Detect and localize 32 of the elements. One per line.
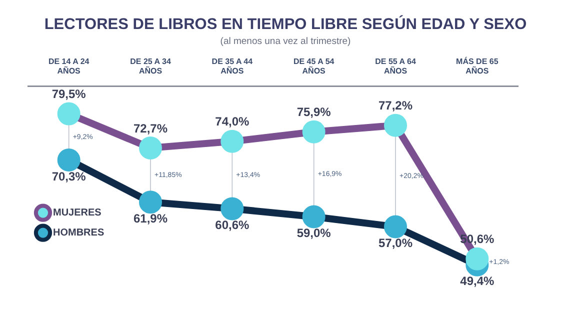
point xyxy=(384,215,407,238)
point xyxy=(220,130,244,153)
data-label: 75,9% xyxy=(296,105,332,120)
x-tick-label: DE 45 A 54 AÑOS xyxy=(293,57,335,76)
x-tick-label: DE 14 A 24 AÑOS xyxy=(48,57,90,76)
data-label: 49,4% xyxy=(460,274,495,288)
x-tick-label: MÁS DE 65 AÑOS xyxy=(456,56,499,76)
data-label: 57,0% xyxy=(378,236,413,250)
chart-subtitle: (al menos una vez al trimestre) xyxy=(219,36,352,47)
data-label: 60,6% xyxy=(215,218,250,232)
point xyxy=(57,102,80,126)
data-label: 61,9% xyxy=(133,211,168,226)
point xyxy=(466,247,489,270)
point xyxy=(302,120,326,144)
legend-label: MUJERES xyxy=(53,208,102,219)
x-tick-label: DE 25 A 34 AÑOS xyxy=(130,57,172,76)
point xyxy=(302,205,326,228)
data-label: 79,5% xyxy=(52,87,86,102)
data-label: 77,2% xyxy=(378,98,413,113)
data-label: 72,7% xyxy=(133,121,168,136)
data-label: 70,3% xyxy=(52,169,86,184)
data-label: 59,0% xyxy=(296,226,332,240)
point xyxy=(139,136,162,160)
x-tick-label: DE 55 A 64 AÑOS xyxy=(375,57,416,76)
x-tick-label: DE 35 A 44 AÑOS xyxy=(212,57,254,76)
chart-title: LECTORES DE LIBROS EN TIEMPO LIBRE SEGÚN EDAD Y SEXO xyxy=(43,14,528,34)
point xyxy=(57,148,80,172)
point xyxy=(139,190,162,214)
legend-label: HOMBRES xyxy=(53,228,104,239)
data-label: 74,0% xyxy=(215,114,250,129)
point xyxy=(384,114,407,137)
point xyxy=(220,197,244,220)
